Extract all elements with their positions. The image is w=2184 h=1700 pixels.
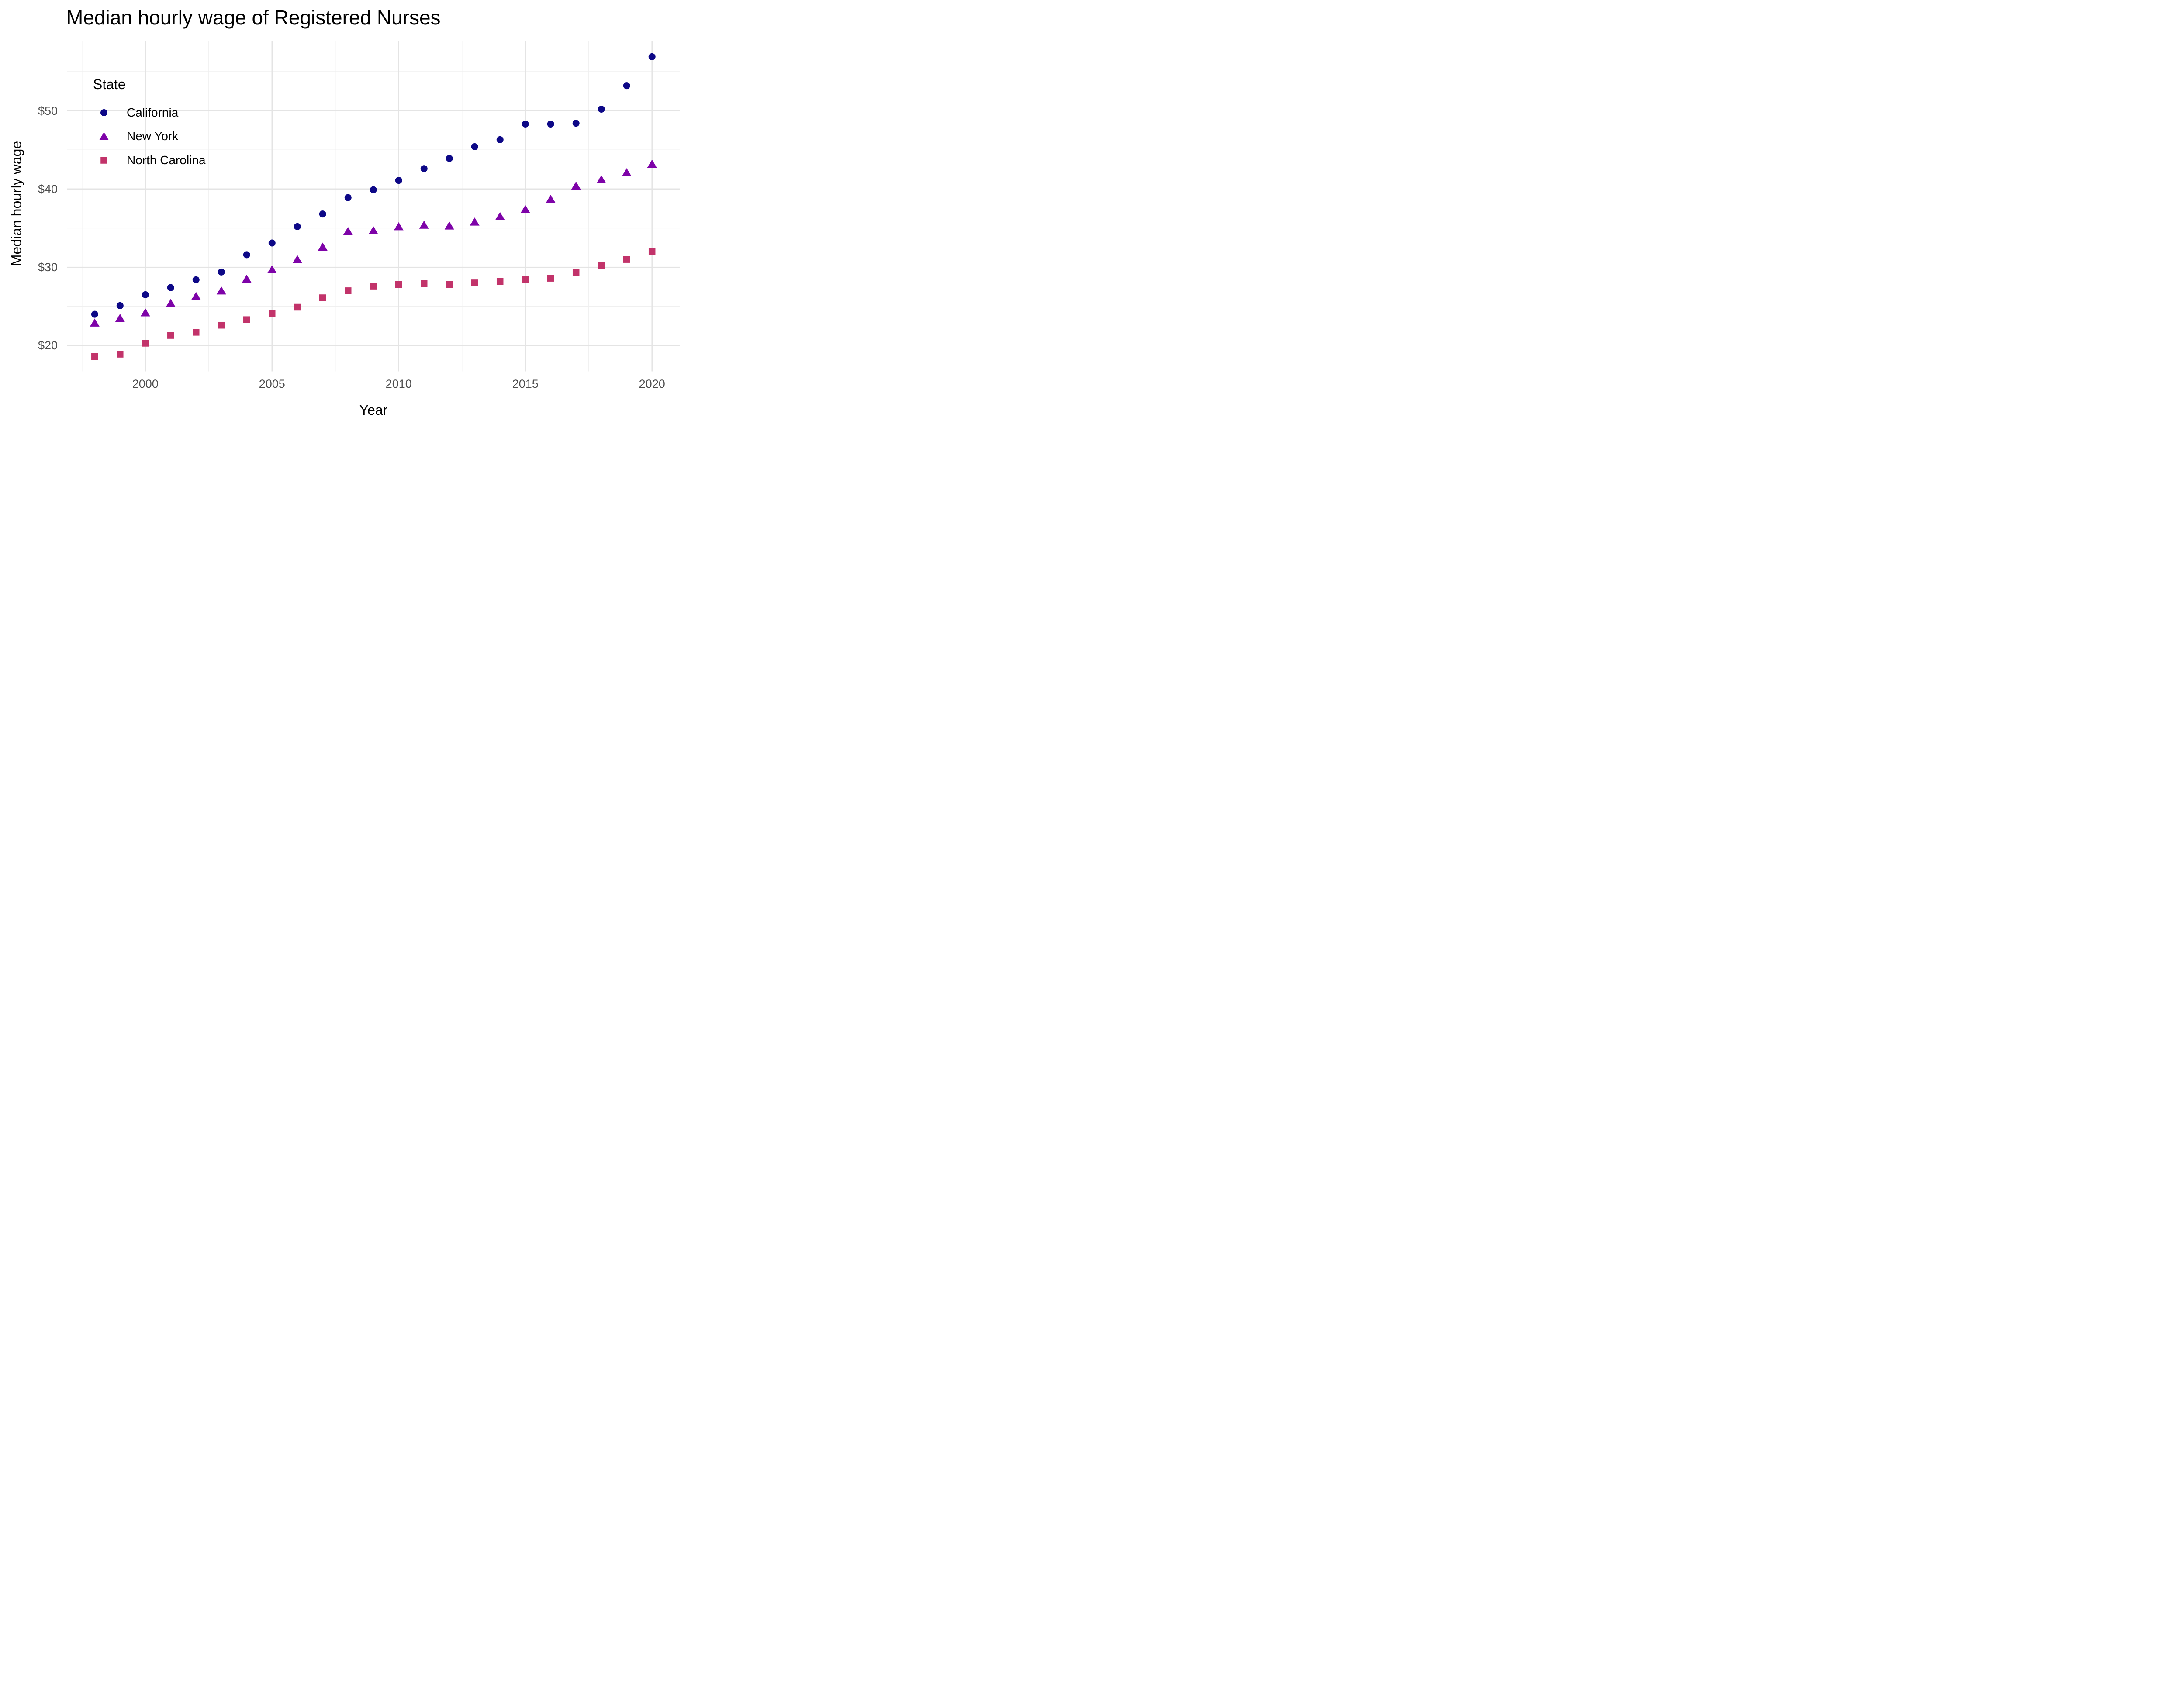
x-tick-label-2005: 2005: [259, 377, 285, 390]
data-point-north-carolina-2006: [294, 303, 301, 311]
legend-key-circle-icon: [100, 109, 107, 116]
data-point-north-carolina-2015: [522, 276, 529, 283]
data-point-north-carolina-2018: [598, 262, 605, 269]
data-point-california-2008: [344, 194, 352, 201]
data-point-new-york-2016: [546, 195, 556, 203]
data-point-north-carolina-2007: [319, 294, 326, 301]
data-point-new-york-2013: [470, 217, 480, 226]
legend-key-square-icon: [100, 157, 107, 164]
data-point-north-carolina-2011: [420, 280, 428, 287]
data-point-north-carolina-2008: [345, 287, 352, 294]
data-point-california-2007: [319, 210, 326, 218]
data-point-north-carolina-2013: [471, 279, 478, 286]
data-point-california-2001: [167, 284, 174, 291]
data-point-new-york-2005: [267, 265, 277, 273]
data-point-california-2013: [471, 143, 478, 151]
data-point-new-york-2014: [495, 212, 505, 221]
data-point-north-carolina-2003: [218, 321, 225, 329]
data-point-north-carolina-2009: [370, 283, 377, 290]
major-gridlines: [67, 41, 680, 372]
data-point-north-carolina-2010: [395, 281, 402, 288]
data-point-new-york-2018: [596, 175, 606, 183]
y-axis-title: Median hourly wage: [8, 141, 24, 266]
legend-item-north-carolina: North Carolina: [127, 153, 206, 167]
data-point-north-carolina-2012: [446, 281, 453, 288]
data-point-california-2012: [446, 155, 453, 162]
data-point-california-2018: [598, 105, 605, 113]
chart-figure: Median hourly wage of Registered Nurses …: [0, 0, 688, 425]
data-point-north-carolina-2014: [496, 278, 504, 285]
data-point-california-2006: [294, 223, 301, 230]
legend-key-triangle-icon: [99, 132, 109, 140]
x-axis-title: Year: [359, 402, 388, 418]
data-point-new-york-2015: [520, 205, 530, 213]
data-point-north-carolina-2001: [167, 332, 174, 339]
data-point-north-carolina-2005: [269, 310, 276, 317]
data-point-california-2017: [572, 120, 580, 127]
data-point-california-2005: [268, 239, 276, 247]
data-point-california-2004: [243, 251, 250, 259]
data-point-new-york-2012: [444, 221, 454, 230]
data-point-north-carolina-2017: [572, 269, 580, 276]
data-point-california-2019: [623, 82, 630, 90]
data-point-north-carolina-1998: [91, 353, 98, 360]
legend-item-new-york: New York: [127, 129, 179, 143]
data-point-california-2016: [547, 121, 554, 128]
data-point-new-york-1998: [90, 318, 100, 327]
data-point-new-york-2020: [647, 159, 657, 168]
data-point-new-york-2011: [419, 221, 429, 229]
data-point-north-carolina-2020: [648, 248, 656, 255]
data-point-new-york-2017: [571, 181, 581, 190]
x-tick-label-2015: 2015: [512, 377, 539, 390]
data-point-california-2009: [370, 186, 377, 193]
data-point-new-york-2003: [216, 286, 226, 295]
x-tick-label-2010: 2010: [385, 377, 412, 390]
data-points: [90, 53, 657, 360]
y-tick-label-20: $20: [38, 339, 58, 352]
y-tick-label-50: $50: [38, 104, 58, 117]
legend-title: State: [93, 76, 126, 92]
data-point-california-1998: [91, 310, 98, 318]
data-point-california-2000: [142, 291, 149, 298]
legend-item-california: California: [127, 106, 179, 119]
data-point-new-york-2002: [191, 292, 201, 300]
data-point-new-york-1999: [115, 314, 125, 322]
data-point-new-york-2010: [394, 222, 404, 231]
data-point-california-2002: [192, 276, 200, 283]
data-point-new-york-2008: [343, 227, 353, 235]
plot-area: [67, 41, 680, 372]
data-point-california-2014: [496, 136, 504, 143]
y-tick-label-40: $40: [38, 182, 58, 196]
data-point-north-carolina-2002: [193, 329, 200, 336]
data-point-california-2020: [648, 53, 656, 60]
data-point-new-york-2009: [368, 226, 378, 234]
data-point-north-carolina-2000: [142, 340, 149, 347]
chart-title: Median hourly wage of Registered Nurses: [66, 6, 441, 29]
minor-gridlines: [67, 41, 680, 372]
x-tick-label-2000: 2000: [132, 377, 159, 390]
y-tick-label-30: $30: [38, 261, 58, 274]
data-point-new-york-2006: [292, 255, 302, 263]
data-point-north-carolina-2019: [623, 256, 630, 263]
data-point-california-2011: [420, 165, 428, 172]
x-tick-label-2020: 2020: [639, 377, 665, 390]
data-point-new-york-2007: [318, 242, 328, 251]
data-point-new-york-2001: [166, 299, 176, 307]
data-point-new-york-2019: [622, 168, 632, 176]
data-point-california-2010: [395, 177, 402, 184]
data-point-new-york-2004: [242, 274, 252, 283]
data-point-california-1999: [116, 302, 124, 309]
data-point-california-2015: [522, 121, 529, 128]
data-point-new-york-2000: [140, 308, 150, 317]
data-point-california-2003: [218, 268, 225, 276]
data-point-north-carolina-1999: [117, 351, 124, 358]
data-point-north-carolina-2016: [547, 275, 554, 282]
data-point-north-carolina-2004: [243, 316, 250, 323]
